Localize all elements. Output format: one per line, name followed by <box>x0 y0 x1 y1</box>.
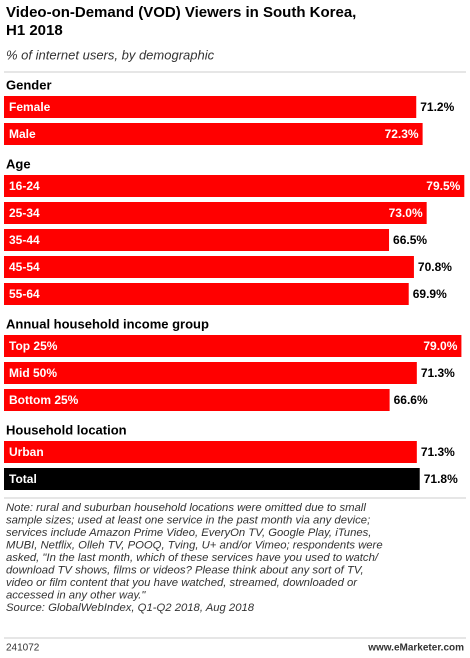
note: video or film content that you have watc… <box>6 577 358 589</box>
category-label: 35-44 <box>9 233 40 247</box>
value-label: 70.8% <box>418 260 452 274</box>
chart-title: Video-on-Demand (VOD) Viewers in South K… <box>6 4 356 21</box>
bar <box>4 468 420 490</box>
group-header: Age <box>6 156 31 171</box>
value-label: 79.5% <box>426 179 460 193</box>
chart-id: 241072 <box>6 643 40 654</box>
bar <box>4 441 417 463</box>
bar <box>4 202 427 224</box>
value-label: 71.8% <box>424 472 458 486</box>
bar <box>4 123 423 145</box>
category-label: 45-54 <box>9 260 40 274</box>
bar <box>4 256 414 278</box>
category-label: Male <box>9 127 36 141</box>
value-label: 66.5% <box>393 233 427 247</box>
chart-title: H1 2018 <box>6 22 63 39</box>
note: Note: rural and suburban household locat… <box>6 502 366 514</box>
category-label: 25-34 <box>9 206 40 220</box>
value-label: 69.9% <box>413 287 447 301</box>
category-label: Mid 50% <box>9 366 57 380</box>
category-label: 55-64 <box>9 287 40 301</box>
note: accessed in any other way." <box>6 589 146 601</box>
group-header: Household location <box>6 422 127 437</box>
value-label: 73.0% <box>389 206 423 220</box>
value-label: 71.3% <box>421 366 455 380</box>
bar <box>4 389 390 411</box>
source: Source: GlobalWebIndex, Q1-Q2 2018, Aug … <box>6 602 255 614</box>
bar <box>4 362 417 384</box>
brand: www.eMarketer.com <box>367 643 464 654</box>
category-label: 16-24 <box>9 179 40 193</box>
bar <box>4 229 390 251</box>
category-label: Bottom 25% <box>9 393 79 407</box>
bar <box>4 335 462 357</box>
group-header: Annual household income group <box>6 316 209 331</box>
note: services include Amazon Prime Video, Eve… <box>6 527 371 539</box>
note: asked, "In the last month, which of thes… <box>6 552 380 564</box>
value-label: 79.0% <box>423 339 457 353</box>
bar <box>4 283 409 305</box>
category-label: Top 25% <box>9 339 58 353</box>
value-label: 72.3% <box>385 127 419 141</box>
group-header: Gender <box>6 77 52 92</box>
note: MUBI, Netflix, Olleh TV, POOQ, Tving, U+… <box>6 539 383 551</box>
value-label: 66.6% <box>394 393 428 407</box>
bar <box>4 175 465 197</box>
note: sample sizes; used at least one service … <box>6 514 370 526</box>
value-label: 71.3% <box>421 445 455 459</box>
value-label: 71.2% <box>420 100 454 114</box>
chart-subtitle: % of internet users, by demographic <box>6 47 215 62</box>
note: download TV shows, films or videos? Plea… <box>6 564 364 576</box>
category-label: Total <box>9 472 37 486</box>
category-label: Urban <box>9 445 44 459</box>
category-label: Female <box>9 100 51 114</box>
bar <box>4 96 417 118</box>
